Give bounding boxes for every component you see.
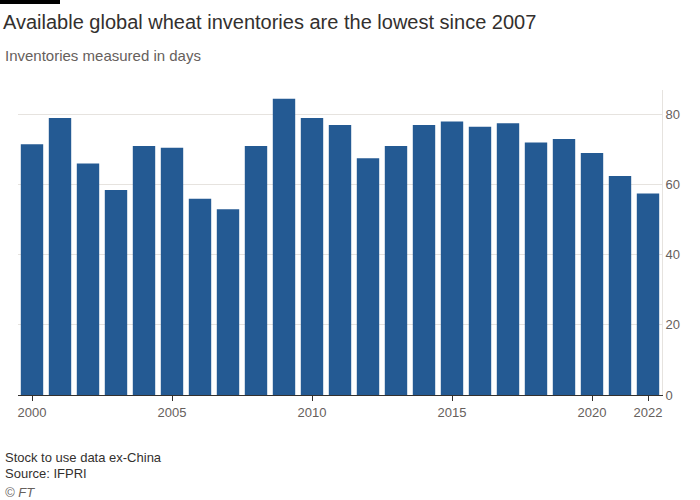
svg-text:60: 60	[666, 177, 680, 192]
svg-text:2010: 2010	[298, 405, 327, 420]
svg-text:2000: 2000	[18, 405, 47, 420]
svg-text:Inventories measured in days: Inventories measured in days	[5, 47, 201, 64]
svg-text:2015: 2015	[438, 405, 467, 420]
svg-text:Source: IFPRI: Source: IFPRI	[5, 466, 87, 481]
svg-text:Available global wheat invento: Available global wheat inventories are t…	[3, 11, 536, 33]
svg-text:40: 40	[666, 247, 680, 262]
svg-text:2005: 2005	[158, 405, 187, 420]
svg-text:80: 80	[666, 107, 680, 122]
svg-text:Stock to use data ex-China: Stock to use data ex-China	[5, 450, 162, 465]
svg-text:20: 20	[666, 317, 680, 332]
svg-text:© FT: © FT	[5, 485, 35, 500]
svg-text:2022: 2022	[634, 405, 663, 420]
svg-text:2020: 2020	[578, 405, 607, 420]
svg-text:0: 0	[666, 388, 673, 403]
